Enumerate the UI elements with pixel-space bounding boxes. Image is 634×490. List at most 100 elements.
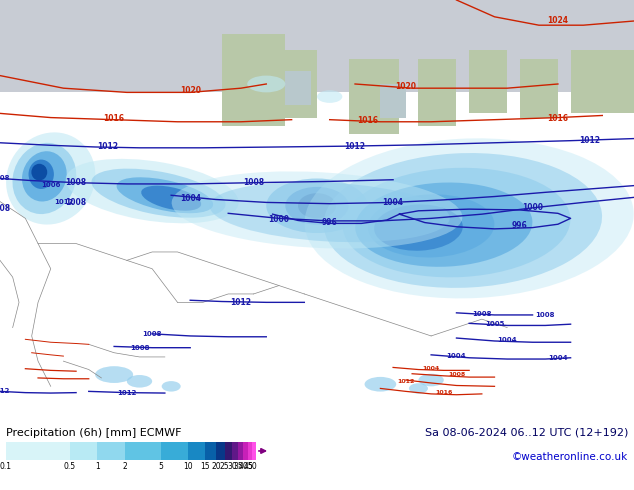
Ellipse shape bbox=[374, 204, 463, 251]
Text: 1012: 1012 bbox=[230, 298, 252, 307]
Ellipse shape bbox=[247, 75, 285, 93]
Text: 1012: 1012 bbox=[0, 389, 10, 394]
Ellipse shape bbox=[31, 164, 48, 181]
Bar bbox=[70, 442, 97, 460]
Bar bbox=[6, 442, 70, 460]
Text: 0.5: 0.5 bbox=[63, 462, 76, 471]
Text: 2: 2 bbox=[122, 462, 127, 471]
Ellipse shape bbox=[13, 143, 76, 214]
Text: 1012: 1012 bbox=[579, 136, 600, 145]
Text: Sa 08-06-2024 06..12 UTC (12+192): Sa 08-06-2024 06..12 UTC (12+192) bbox=[425, 428, 628, 438]
Bar bbox=[232, 442, 238, 460]
Bar bbox=[0, 0, 634, 93]
Text: 1024: 1024 bbox=[547, 17, 569, 25]
Bar bbox=[238, 442, 243, 460]
Ellipse shape bbox=[6, 132, 95, 224]
Bar bbox=[279, 50, 317, 118]
Text: 20: 20 bbox=[211, 462, 221, 471]
Ellipse shape bbox=[298, 193, 336, 219]
Text: Precipitation (6h) [mm] ECMWF: Precipitation (6h) [mm] ECMWF bbox=[6, 428, 181, 438]
Text: 10: 10 bbox=[184, 462, 193, 471]
Bar bbox=[285, 72, 311, 105]
Ellipse shape bbox=[323, 153, 602, 288]
Text: 1005: 1005 bbox=[485, 321, 504, 327]
Text: 1006: 1006 bbox=[41, 182, 60, 188]
Ellipse shape bbox=[304, 138, 634, 298]
Ellipse shape bbox=[266, 178, 368, 233]
Ellipse shape bbox=[141, 186, 201, 211]
Bar bbox=[243, 442, 248, 460]
Text: 1012: 1012 bbox=[344, 142, 366, 151]
Bar bbox=[571, 50, 634, 113]
Bar bbox=[520, 59, 558, 118]
Text: ©weatheronline.co.uk: ©weatheronline.co.uk bbox=[512, 452, 628, 462]
Bar bbox=[469, 50, 507, 113]
Text: 1008: 1008 bbox=[448, 372, 465, 377]
Ellipse shape bbox=[29, 160, 54, 189]
Text: 1004: 1004 bbox=[548, 355, 567, 361]
Bar bbox=[97, 442, 125, 460]
Text: 1012: 1012 bbox=[54, 198, 73, 204]
Ellipse shape bbox=[317, 90, 342, 103]
Text: 1020: 1020 bbox=[179, 86, 201, 95]
Text: 1000: 1000 bbox=[522, 203, 543, 212]
Text: 1020: 1020 bbox=[395, 82, 417, 91]
Text: 1008: 1008 bbox=[536, 312, 555, 318]
Text: 15: 15 bbox=[200, 462, 209, 471]
Text: 1016: 1016 bbox=[103, 114, 125, 123]
Bar bbox=[225, 442, 232, 460]
Text: 5: 5 bbox=[158, 462, 164, 471]
Text: 1012: 1012 bbox=[97, 142, 119, 151]
Text: 1008: 1008 bbox=[65, 198, 87, 207]
Ellipse shape bbox=[409, 383, 428, 393]
Text: 1004: 1004 bbox=[382, 198, 404, 207]
Ellipse shape bbox=[91, 169, 226, 218]
Text: 1004: 1004 bbox=[498, 337, 517, 343]
Text: 1016: 1016 bbox=[357, 117, 378, 125]
Bar bbox=[380, 84, 406, 118]
Bar bbox=[188, 442, 205, 460]
Bar bbox=[252, 442, 256, 460]
Text: 1008: 1008 bbox=[472, 311, 491, 317]
Ellipse shape bbox=[22, 151, 67, 201]
Text: 1008: 1008 bbox=[0, 204, 11, 213]
Ellipse shape bbox=[368, 195, 495, 258]
Text: 1008: 1008 bbox=[65, 178, 87, 187]
Ellipse shape bbox=[355, 182, 533, 267]
Text: 996: 996 bbox=[322, 218, 337, 227]
Text: 1008: 1008 bbox=[143, 331, 162, 337]
Ellipse shape bbox=[66, 159, 238, 223]
Bar bbox=[205, 442, 216, 460]
Ellipse shape bbox=[95, 366, 133, 383]
Ellipse shape bbox=[162, 381, 181, 392]
Text: 1004: 1004 bbox=[422, 366, 440, 371]
Text: 1016: 1016 bbox=[547, 114, 569, 123]
Ellipse shape bbox=[127, 375, 152, 388]
Text: 1008: 1008 bbox=[130, 344, 149, 351]
Text: 45: 45 bbox=[243, 462, 253, 471]
Bar bbox=[222, 34, 285, 126]
Text: 1004: 1004 bbox=[179, 194, 201, 203]
Text: 1004: 1004 bbox=[447, 353, 466, 359]
Text: 0.1: 0.1 bbox=[0, 462, 12, 471]
Ellipse shape bbox=[117, 177, 213, 213]
Bar bbox=[125, 442, 161, 460]
Text: 1008: 1008 bbox=[0, 175, 10, 181]
Bar bbox=[349, 59, 399, 134]
Text: 50: 50 bbox=[247, 462, 257, 471]
Text: 1016: 1016 bbox=[435, 390, 453, 395]
Text: 35: 35 bbox=[233, 462, 243, 471]
Text: 40: 40 bbox=[238, 462, 249, 471]
Bar bbox=[161, 442, 188, 460]
Text: 996: 996 bbox=[512, 221, 527, 230]
Bar bbox=[418, 59, 456, 126]
Text: 30: 30 bbox=[227, 462, 237, 471]
Text: 25: 25 bbox=[220, 462, 230, 471]
Ellipse shape bbox=[365, 377, 396, 392]
Text: 1008: 1008 bbox=[243, 178, 264, 187]
Ellipse shape bbox=[285, 187, 349, 224]
Bar bbox=[248, 442, 252, 460]
Ellipse shape bbox=[418, 374, 444, 386]
Bar bbox=[216, 442, 225, 460]
Text: 1012: 1012 bbox=[117, 390, 136, 396]
